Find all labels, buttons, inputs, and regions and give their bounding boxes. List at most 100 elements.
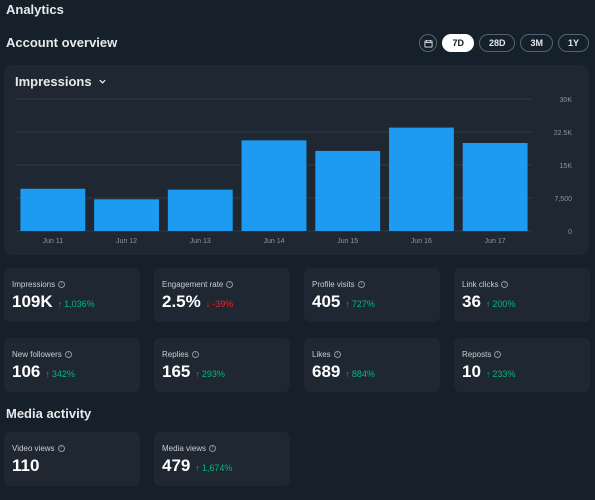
info-icon[interactable]: i <box>333 351 341 358</box>
stat-label: Likes <box>312 350 331 359</box>
stat-value: 405 <box>312 292 341 311</box>
stat-label: Impressions <box>12 280 56 289</box>
delta-value: 342% <box>51 369 75 379</box>
stat-value: 2.5% <box>162 292 201 311</box>
arrow-up-icon: ↑ <box>485 369 491 379</box>
stat-card-new-followers[interactable]: New followers i 106 ↑ 342% <box>4 338 140 392</box>
info-icon[interactable]: i <box>191 351 199 358</box>
info-icon[interactable]: i <box>57 445 65 452</box>
stat-card-link-clicks[interactable]: Link clicks i 36 ↑ 200% <box>454 268 590 322</box>
stat-value: 165 <box>162 362 191 381</box>
x-tick-label: Jun 11 <box>43 238 64 245</box>
chart-bar[interactable] <box>94 199 160 231</box>
calendar-button[interactable] <box>419 34 438 52</box>
stat-value: 36 <box>462 292 481 311</box>
chart-bar[interactable] <box>20 188 86 231</box>
stat-value: 689 <box>312 362 341 381</box>
stat-delta: ↑ 1,674% <box>195 463 232 473</box>
delta-value: 884% <box>351 369 375 379</box>
range-28d-button[interactable]: 28D <box>478 34 516 52</box>
stat-value: 109K <box>12 292 53 311</box>
stat-label: Reposts <box>462 350 492 359</box>
stat-value: 106 <box>12 362 41 381</box>
delta-value: 200% <box>492 299 516 309</box>
x-tick-label: Jun 16 <box>411 238 432 245</box>
stat-card-reposts[interactable]: Reposts i 10 ↑ 233% <box>454 338 590 392</box>
info-icon[interactable]: i <box>494 351 502 358</box>
date-range-selector: 7D 28D 3M 1Y <box>419 34 589 52</box>
stat-label: Link clicks <box>462 280 499 289</box>
chart-metric-label: Impressions <box>15 74 92 89</box>
stat-card-replies[interactable]: Replies i 165 ↑ 293% <box>154 338 290 392</box>
impressions-chart-card: 0 7,500 15K 22.5K 30K Jun 11 Jun 12 Jun 13 Jun 1… <box>4 65 589 255</box>
calendar-icon <box>424 39 433 48</box>
arrow-up-icon: ↑ <box>195 369 200 379</box>
delta-value: 233% <box>492 369 516 379</box>
stat-card-video-views[interactable]: Video views i 110 <box>4 432 140 486</box>
chart-bar[interactable] <box>462 143 528 231</box>
impressions-bar-chart: 0 7,500 15K 22.5K 30K Jun 11 Jun 12 Jun 13 Jun 1… <box>16 97 573 245</box>
delta-value: 293% <box>201 369 225 379</box>
y-tick-label: 22.5K <box>554 130 573 137</box>
stat-value: 110 <box>12 456 40 475</box>
stat-card-engagement-rate[interactable]: Engagement rate i 2.5% ↓ -39% <box>154 268 290 322</box>
x-tick-label: Jun 17 <box>485 238 506 245</box>
stat-label: Media views <box>162 444 207 453</box>
stat-card-profile-visits[interactable]: Profile visits i 405 ↑ 727% <box>304 268 440 322</box>
delta-value: 727% <box>351 299 375 309</box>
arrow-up-icon: ↑ <box>345 369 350 379</box>
stat-label: New followers <box>12 350 62 359</box>
delta-value: 1,036% <box>64 299 95 309</box>
delta-value: -39% <box>212 299 234 309</box>
stat-delta: ↑ 233% <box>486 369 516 379</box>
y-tick-label: 7,500 <box>554 196 572 203</box>
chart-bar[interactable] <box>388 127 454 231</box>
y-tick-label: 0 <box>568 229 572 236</box>
stat-label: Replies <box>162 350 189 359</box>
arrow-up-icon: ↑ <box>57 299 63 309</box>
x-tick-label: Jun 12 <box>116 238 137 245</box>
account-overview-title: Account overview <box>6 35 118 50</box>
stat-value: 10 <box>462 362 481 381</box>
stat-card-likes[interactable]: Likes i 689 ↑ 884% <box>304 338 440 392</box>
delta-value: 1,674% <box>201 463 233 473</box>
chart-bar[interactable] <box>241 140 307 231</box>
arrow-up-icon: ↑ <box>485 299 491 309</box>
stat-delta: ↑ 342% <box>45 369 75 379</box>
info-icon[interactable]: i <box>209 445 217 452</box>
y-tick-label: 30K <box>560 97 573 104</box>
info-icon[interactable]: i <box>58 281 66 288</box>
stat-delta: ↑ 727% <box>345 299 375 309</box>
stat-card-impressions[interactable]: Impressions i 109K ↑ 1,036% <box>4 268 140 322</box>
arrow-down-icon: ↓ <box>205 299 211 309</box>
chevron-down-icon <box>98 79 106 84</box>
stat-delta: ↑ 293% <box>195 369 225 379</box>
stat-delta: ↓ -39% <box>206 299 234 309</box>
info-icon[interactable]: i <box>226 281 234 288</box>
range-3m-button[interactable]: 3M <box>520 34 553 52</box>
stat-label: Engagement rate <box>162 280 224 289</box>
stat-delta: ↑ 1,036% <box>58 299 95 309</box>
chart-bar[interactable] <box>315 150 381 231</box>
stat-label: Video views <box>12 444 55 453</box>
y-tick-label: 15K <box>560 163 573 170</box>
arrow-up-icon: ↑ <box>195 463 200 473</box>
stat-value: 479 <box>162 456 191 475</box>
range-1y-button[interactable]: 1Y <box>557 34 589 52</box>
page-title: Analytics <box>6 2 64 17</box>
arrow-up-icon: ↑ <box>345 299 350 309</box>
x-tick-label: Jun 14 <box>263 238 284 245</box>
stat-card-media-views[interactable]: Media views i 479 ↑ 1,674% <box>154 432 290 486</box>
info-icon[interactable]: i <box>501 281 509 288</box>
chart-bar[interactable] <box>167 189 233 231</box>
x-tick-label: Jun 15 <box>337 238 358 245</box>
media-activity-title: Media activity <box>6 406 92 421</box>
arrow-up-icon: ↑ <box>45 369 50 379</box>
range-7d-button[interactable]: 7D <box>442 34 474 52</box>
stat-label: Profile visits <box>312 280 355 289</box>
chart-metric-dropdown[interactable]: Impressions <box>15 74 107 89</box>
stat-delta: ↑ 884% <box>345 369 375 379</box>
info-icon[interactable]: i <box>357 281 365 288</box>
x-tick-label: Jun 13 <box>190 238 211 245</box>
info-icon[interactable]: i <box>64 351 72 358</box>
